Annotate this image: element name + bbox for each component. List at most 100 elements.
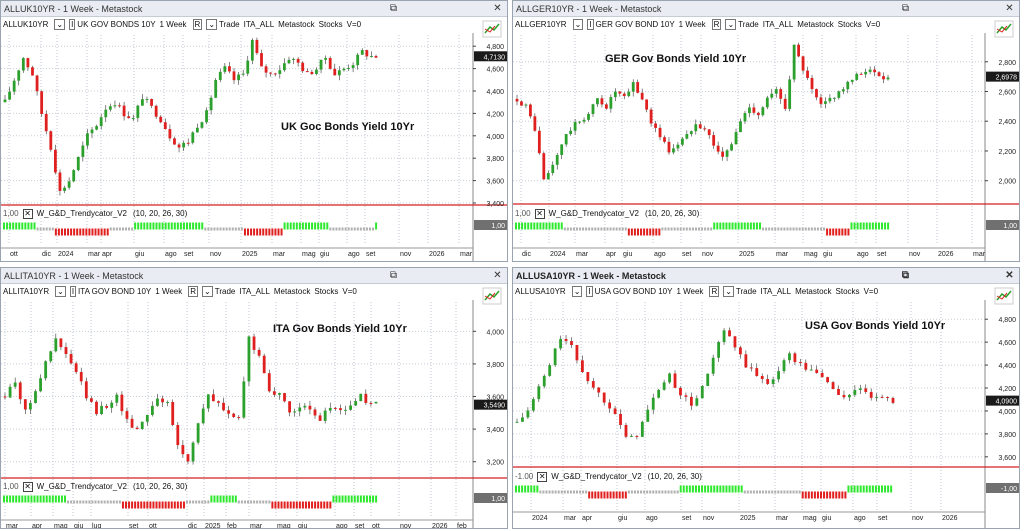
indicator-bar bbox=[18, 495, 21, 503]
symbol-dropdown[interactable]: ⌄ bbox=[55, 286, 66, 298]
candle-body bbox=[305, 71, 309, 73]
indicator-bar bbox=[265, 228, 268, 236]
symbol-dropdown[interactable]: ⌄ bbox=[54, 19, 66, 31]
trade-label[interactable]: Trade bbox=[738, 20, 759, 29]
symbol-label[interactable]: ALLUSA10YR bbox=[515, 287, 566, 296]
indicator-bar bbox=[234, 495, 237, 503]
price-chart[interactable]: 4,800 4,600 4,400 4,200 4,000 3,800 3,600 3,400… bbox=[1, 17, 508, 262]
candle-body bbox=[369, 402, 373, 404]
mode-dropdown-arrow[interactable]: ⌄ bbox=[725, 19, 737, 31]
close-window-icon[interactable]: ✕ bbox=[493, 3, 502, 14]
window-titlebar[interactable]: ALLITA10YR - 1 Week - Metastock ⧉ ✕ bbox=[1, 268, 507, 284]
chart-window-uk[interactable]: ALLUK10YR - 1 Week - Metastock ⧉ ✕ ALLUK10Y… bbox=[0, 0, 508, 262]
mode-dropdown-arrow[interactable]: ⌄ bbox=[206, 19, 218, 31]
indicator-bar bbox=[740, 222, 743, 230]
candle-body bbox=[832, 97, 836, 99]
chart-window-ger[interactable]: ALLGER10YR - 1 Week - Metastock ⧉ ✕ ALLGER1… bbox=[512, 0, 1020, 262]
mode-dropdown-arrow[interactable]: ⌄ bbox=[723, 286, 734, 298]
symbol-label[interactable]: ALLUK10YR bbox=[3, 20, 49, 29]
interval-dropdown[interactable]: I bbox=[586, 286, 593, 298]
time-axis-label: nov bbox=[400, 523, 412, 529]
close-indicator-icon[interactable]: ✕ bbox=[534, 209, 545, 219]
interval-dropdown[interactable]: I bbox=[69, 19, 76, 31]
candle-body bbox=[354, 401, 358, 406]
time-axis-label: feb bbox=[227, 523, 237, 529]
candle-body bbox=[186, 142, 190, 144]
symbol-label[interactable]: ALLGER10YR bbox=[515, 20, 567, 29]
indicator-value-tag bbox=[474, 220, 507, 230]
close-window-icon[interactable]: ✕ bbox=[493, 270, 502, 281]
window-title: ALLUK10YR - 1 Week - Metastock bbox=[4, 4, 143, 14]
indicator-bar bbox=[82, 228, 85, 236]
candle-body bbox=[255, 39, 259, 54]
candle-body bbox=[689, 131, 693, 135]
time-axis-label: ott bbox=[372, 523, 380, 529]
chart-type-icon[interactable] bbox=[994, 20, 1014, 38]
candle-body bbox=[837, 91, 841, 98]
indicator-bar bbox=[524, 222, 527, 230]
candle-body bbox=[848, 394, 851, 398]
mode-dropdown-arrow[interactable]: ⌄ bbox=[202, 286, 213, 298]
indicator-bar bbox=[283, 501, 286, 509]
candle-body bbox=[662, 382, 666, 390]
mode-dropdown[interactable]: R bbox=[188, 286, 199, 298]
time-axis-label: ott bbox=[10, 251, 18, 258]
trade-label[interactable]: Trade bbox=[214, 287, 236, 296]
time-axis-label: ago bbox=[857, 251, 869, 258]
indicator-bar bbox=[804, 491, 807, 499]
chart-type-icon[interactable] bbox=[994, 287, 1014, 305]
close-indicator-icon[interactable]: ✕ bbox=[537, 472, 548, 482]
indicator-bar bbox=[170, 222, 173, 230]
restore-window-icon[interactable]: ⧉ bbox=[389, 3, 398, 14]
close-indicator-icon[interactable]: ✕ bbox=[22, 482, 33, 492]
trade-label[interactable]: Trade bbox=[219, 20, 240, 29]
indicator-bar bbox=[646, 228, 649, 236]
interval-dropdown[interactable]: I bbox=[587, 19, 594, 31]
symbol-label[interactable]: ALLITA10YR bbox=[3, 287, 50, 296]
candle-body bbox=[743, 113, 747, 122]
candle-body bbox=[672, 148, 675, 153]
chart-window-usa[interactable]: ALLUSA10YR - 1 Week - Metastock ⧉ ✕ ALLUSA1… bbox=[512, 267, 1020, 529]
indicator-bar bbox=[673, 490, 676, 494]
mode-dropdown[interactable]: R bbox=[192, 19, 203, 31]
price-chart[interactable]: 4,800 4,600 4,400 4,200 4,000 3,800 3,600 4,090… bbox=[513, 284, 1020, 529]
symbol-dropdown[interactable]: ⌄ bbox=[571, 286, 583, 298]
price-chart[interactable]: 4,000 3,800 3,600 3,400 3,200 3,5490 1,00 mar ap… bbox=[1, 284, 508, 529]
candle-body bbox=[622, 93, 626, 97]
indicator-bar bbox=[36, 495, 39, 503]
indicator-bar bbox=[853, 222, 856, 230]
window-titlebar[interactable]: ALLGER10YR - 1 Week - Metastock ⧉ ✕ bbox=[513, 1, 1019, 17]
close-window-icon[interactable]: ✕ bbox=[1005, 3, 1014, 14]
chart-window-ita[interactable]: ALLITA10YR - 1 Week - Metastock ⧉ ✕ ALLITA1… bbox=[0, 267, 508, 529]
close-window-icon[interactable]: ✕ bbox=[1005, 270, 1014, 281]
indicator-bar bbox=[54, 495, 57, 503]
indicator-bar bbox=[728, 485, 731, 493]
restore-window-icon[interactable]: ⧉ bbox=[901, 270, 910, 281]
restore-window-icon[interactable]: ⧉ bbox=[389, 270, 398, 281]
mode-dropdown[interactable]: R bbox=[709, 286, 720, 298]
mode-dropdown[interactable]: R bbox=[711, 19, 722, 31]
window-titlebar[interactable]: ALLUK10YR - 1 Week - Metastock ⧉ ✕ bbox=[1, 1, 507, 17]
indicator-bar bbox=[816, 491, 819, 499]
price-chart[interactable]: 2,800 2,600 2,400 2,200 2,000 2,6978 1,00 dic 20… bbox=[513, 17, 1020, 262]
indicator-bar bbox=[237, 227, 240, 231]
chart-type-icon[interactable] bbox=[482, 20, 502, 38]
candle-body bbox=[886, 397, 889, 399]
indicator-bar bbox=[323, 222, 326, 230]
indicator-bar bbox=[810, 491, 813, 499]
symbol-dropdown[interactable]: ⌄ bbox=[572, 19, 584, 31]
indicator-bar bbox=[125, 501, 127, 509]
chart-type-icon[interactable] bbox=[482, 287, 502, 305]
time-axis-label: giu bbox=[618, 515, 627, 522]
restore-window-icon[interactable]: ⧉ bbox=[901, 3, 910, 14]
indicator-bar bbox=[167, 501, 170, 509]
close-indicator-icon[interactable]: ✕ bbox=[22, 209, 33, 219]
trade-label[interactable]: Trade bbox=[735, 287, 757, 296]
interval-dropdown[interactable]: I bbox=[69, 286, 77, 298]
time-axis-label: ago bbox=[336, 523, 348, 529]
indicator-bar bbox=[219, 495, 222, 503]
indicator-bar bbox=[755, 222, 758, 230]
indicator-bar bbox=[823, 491, 826, 499]
window-titlebar[interactable]: ALLUSA10YR - 1 Week - Metastock ⧉ ✕ bbox=[513, 268, 1019, 284]
indicator-bar bbox=[259, 228, 262, 236]
